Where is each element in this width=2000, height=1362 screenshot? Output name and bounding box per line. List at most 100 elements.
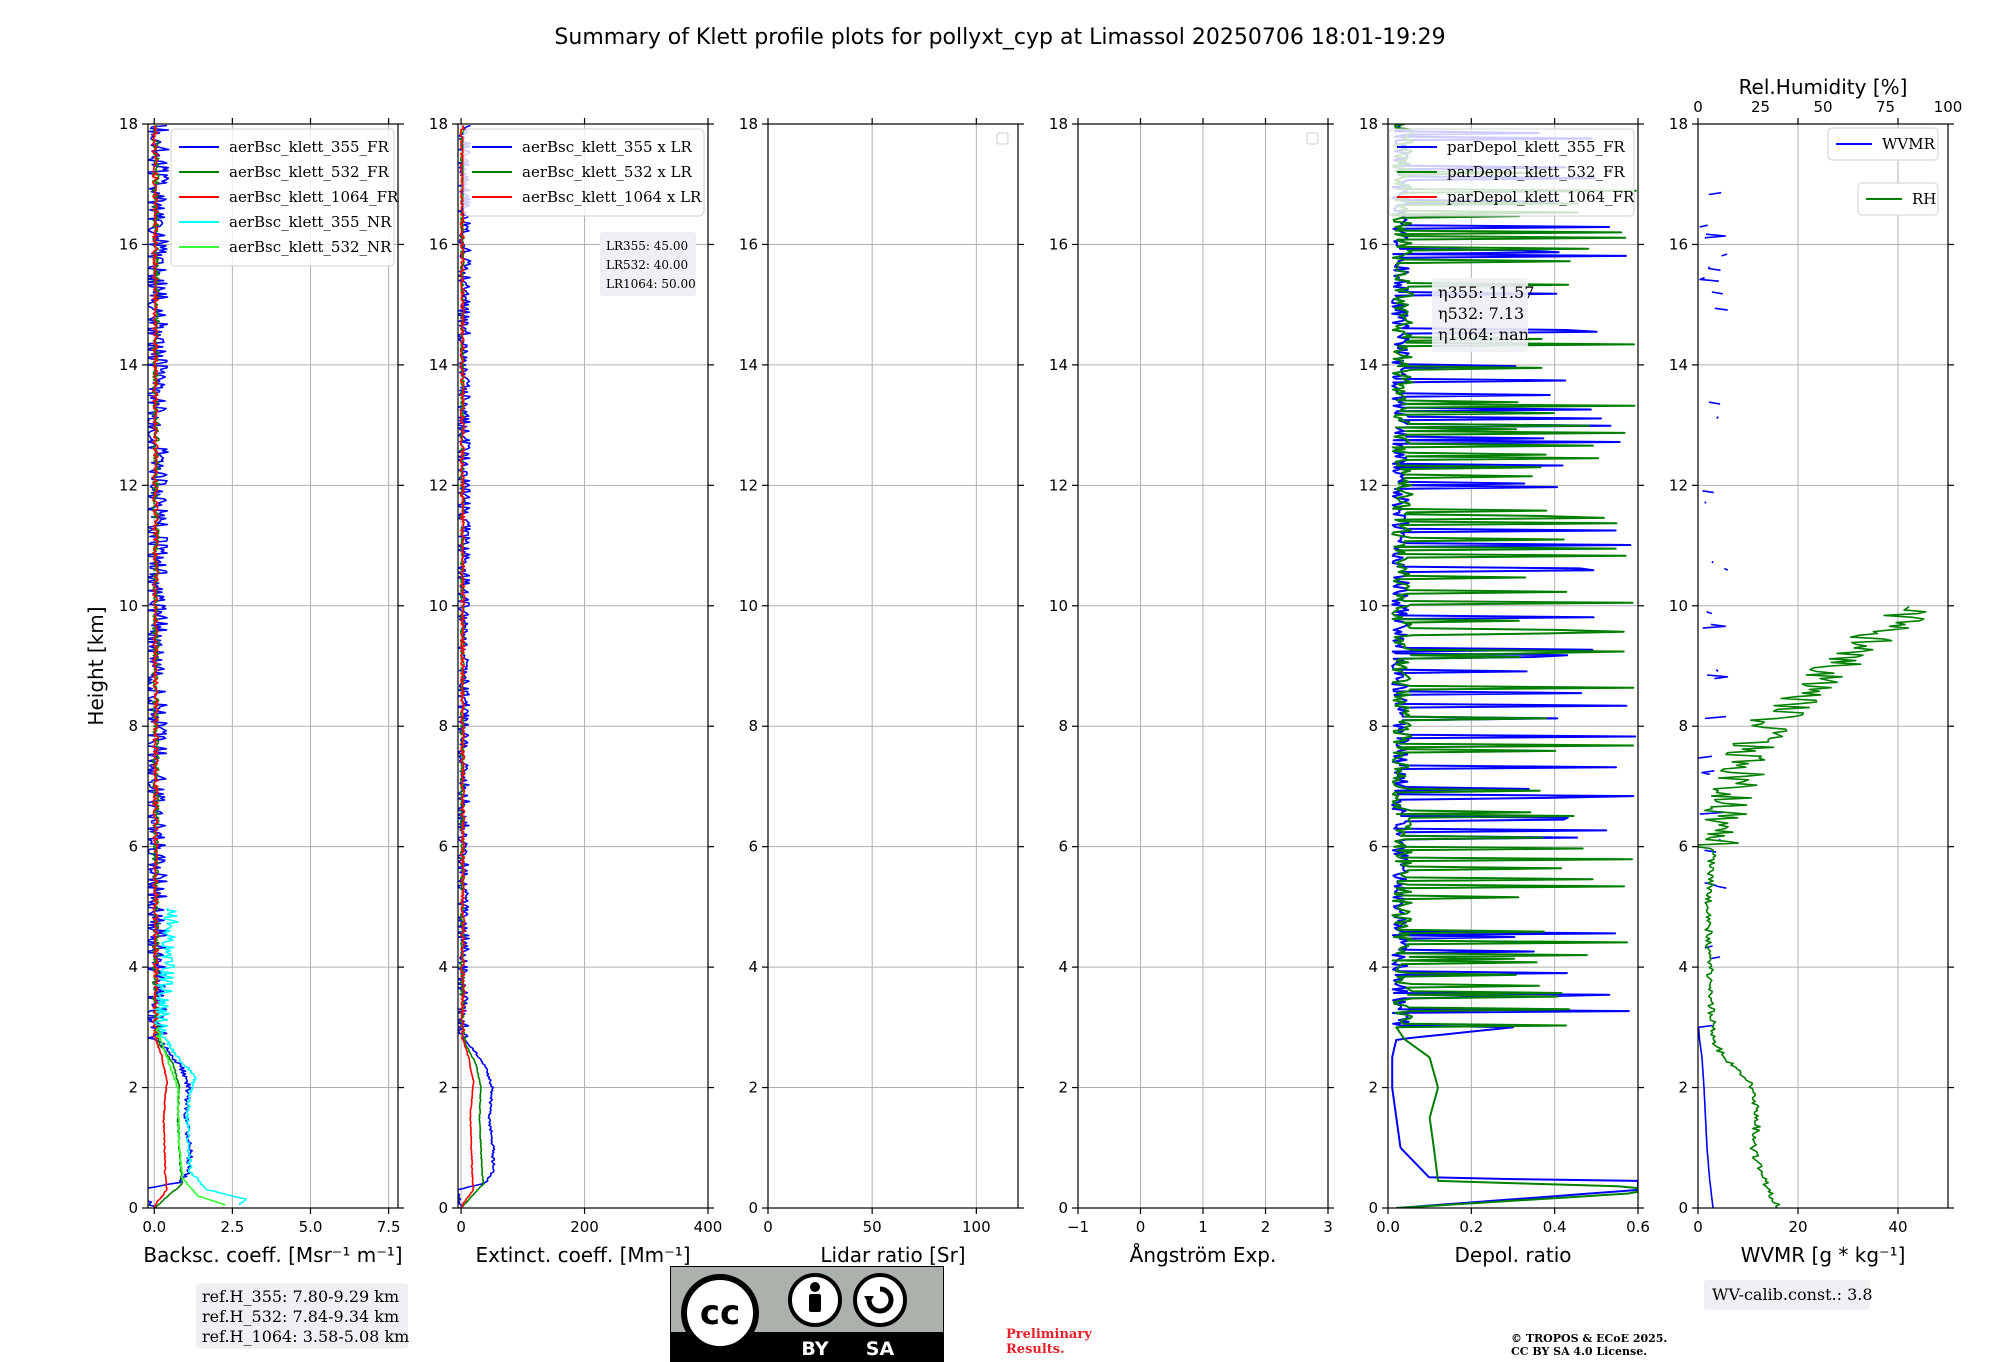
x-tick-label: 0 [1136,1218,1146,1236]
x-tick-label: 7.5 [377,1218,401,1236]
legend-RH: RH [1857,182,1939,216]
y-tick-label: 14 [1049,356,1068,374]
y-tick-label: 14 [119,356,138,374]
y-tick-label: 14 [1669,356,1688,374]
y-tick-label: 4 [438,958,448,976]
y-tick-label: 16 [1669,235,1688,253]
y-tick-label: 18 [739,115,758,133]
x-axis-label: Depol. ratio [1454,1243,1571,1267]
y-tick-label: 10 [1049,597,1068,615]
x-tick-label: 200 [570,1218,599,1236]
annotation-line: η355: 11.57 [1438,283,1534,302]
legend-entry: aerBsc_klett_532 x LR [522,163,693,181]
empty-legend [996,132,1009,145]
axes-frame [147,123,399,1209]
share-alike-icon [853,1273,907,1327]
annotation-line: η532: 7.13 [1438,304,1524,323]
y-tick-label: 10 [739,597,758,615]
axes-frame [1697,123,1949,1209]
empty-legend [1306,132,1319,145]
lidar-ratio-annotation: LR355: 45.00 LR532: 40.00 LR1064: 50.00 [600,232,696,296]
legend-entry: aerBsc_klett_1064 x LR [522,188,702,206]
series-line-aerBsc_klett_532_NR [155,1026,226,1206]
y-tick-label: 6 [1368,838,1378,856]
figure-title: Summary of Klett profile plots for polly… [554,25,1445,50]
top-x-tick-label: 0 [1693,98,1703,116]
y-tick-label: 12 [119,476,138,494]
y-tick-label: 18 [1049,115,1068,133]
y-tick-label: 18 [429,115,448,133]
y-tick-label: 2 [1058,1079,1068,1097]
x-tick-label: 0 [1693,1218,1703,1236]
x-tick-label: 40 [1888,1218,1907,1236]
top-x-tick-label: 100 [1934,98,1963,116]
top-x-tick-label: 50 [1813,98,1832,116]
annotation-line: η1064: nan [1438,325,1529,344]
x-tick-label: −1 [1067,1218,1089,1236]
x-tick-label: 20 [1788,1218,1807,1236]
y-axis-label: Height [km] [84,606,108,725]
y-tick-label: 2 [1678,1079,1688,1097]
legend-entry: aerBsc_klett_532_FR [229,163,389,181]
annotation-line: LR532: 40.00 [606,258,688,272]
x-axis-label: Ångström Exp. [1130,1243,1277,1267]
y-tick-label: 10 [1669,597,1688,615]
x-tick-label: 0.0 [1376,1218,1400,1236]
x-tick-label: 0 [456,1218,466,1236]
x-tick-label: 50 [863,1218,882,1236]
license-sa-label: SA [866,1338,895,1360]
y-tick-label: 0 [1058,1199,1068,1217]
y-tick-label: 2 [128,1079,138,1097]
copyright-note: © TROPOS & ECoE 2025. CC BY SA 4.0 Licen… [1511,1332,1711,1358]
x-tick-label: 1 [1198,1218,1208,1236]
wv-calibration-box: WV-calib.const.: 3.8 [1704,1280,1873,1310]
series-line-WVMR [1698,129,1728,1208]
y-tick-label: 8 [1678,717,1688,735]
wv-calibration-text: WV-calib.const.: 3.8 [1712,1285,1873,1304]
legend-entry: aerBsc_klett_1064_FR [229,188,399,206]
y-tick-label: 6 [1678,838,1688,856]
series-line-aerBsc_klett_355_NR [154,907,247,1206]
x-tick-label: 0 [763,1218,773,1236]
top-x-tick-label: 75 [1876,98,1895,116]
y-tick-label: 16 [429,235,448,253]
series-group [1391,124,1638,1208]
license-by-label: BY [801,1338,828,1360]
y-tick-label: 16 [739,235,758,253]
y-tick-label: 14 [429,356,448,374]
y-tick-label: 8 [438,717,448,735]
x-tick-label: 100 [962,1218,991,1236]
x-axis-label: Lidar ratio [Sr] [820,1243,965,1267]
y-tick-label: 6 [1058,838,1068,856]
legend-entry: aerBsc_klett_532_NR [229,238,392,256]
legend-WVMR: WVMR [1827,127,1939,161]
legend-entry: parDepol_klett_1064_FR [1447,188,1635,206]
reference-height-line: ref.H_532: 7.84-9.34 km [202,1307,399,1326]
y-tick-label: 6 [128,838,138,856]
y-tick-label: 2 [438,1079,448,1097]
axes-frame [457,123,709,1209]
y-tick-label: 10 [1359,597,1378,615]
y-tick-label: 12 [1049,476,1068,494]
legend-entry: aerBsc_klett_355 x LR [522,138,693,156]
y-tick-label: 4 [1678,958,1688,976]
legend-entry: RH [1912,190,1936,208]
y-tick-label: 8 [128,717,138,735]
x-tick-label: 400 [694,1218,723,1236]
y-tick-label: 0 [1368,1199,1378,1217]
legend: aerBsc_klett_355 x LR aerBsc_klett_532 x … [463,128,705,217]
legend-entry: aerBsc_klett_355_NR [229,213,392,231]
y-tick-label: 4 [748,958,758,976]
x-tick-label: 5.0 [299,1218,323,1236]
y-tick-label: 10 [119,597,138,615]
reference-height-line: ref.H_1064: 3.58-5.08 km [202,1327,409,1346]
series-group [1698,129,1927,1208]
x-axis-label: WVMR [g * kg⁻¹] [1741,1243,1906,1267]
copyright-line-1: © TROPOS & ECoE 2025. [1511,1332,1668,1345]
series-group [458,124,496,1208]
y-tick-label: 12 [739,476,758,494]
